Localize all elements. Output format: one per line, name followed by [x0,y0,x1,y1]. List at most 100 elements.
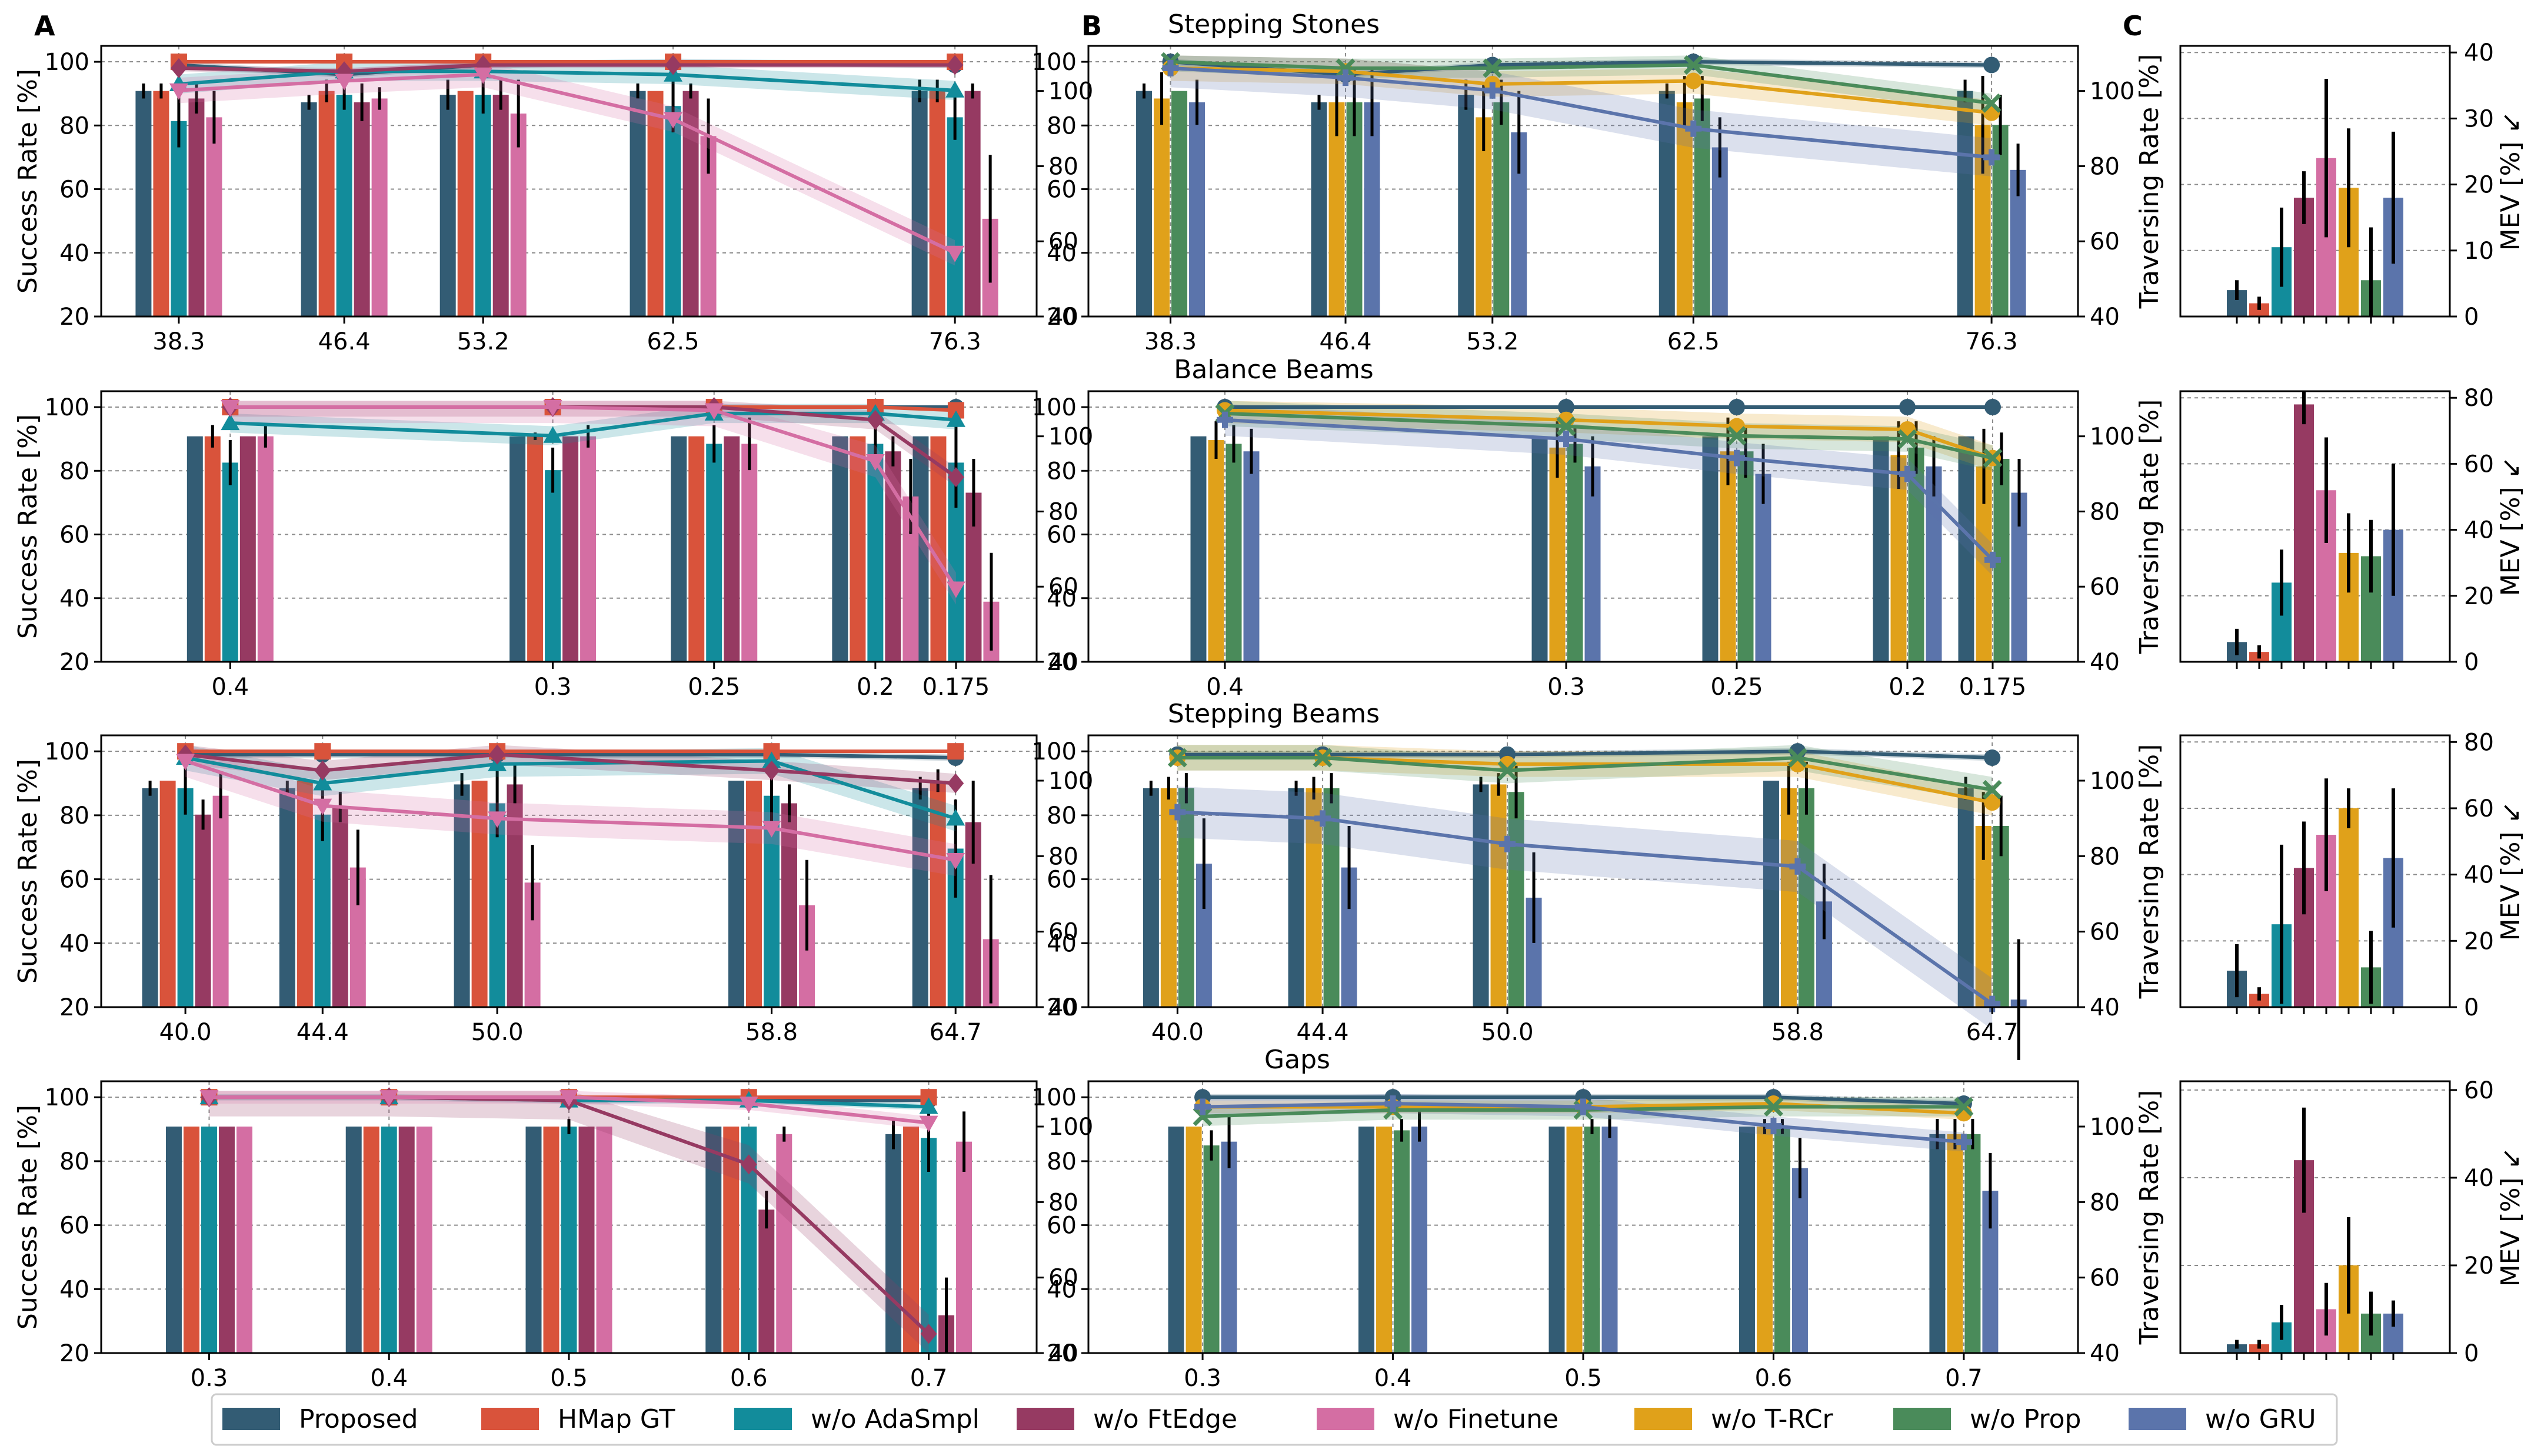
bar-w-o-t-rcr [1720,451,1736,662]
y2-tick-label: 0 [2464,994,2479,1021]
bar-proposed [885,1134,902,1353]
point-w-o-gru [1194,1098,1211,1115]
y-tick-label: 80 [1047,1148,1077,1175]
bar-w-o-gru [1189,102,1205,317]
point-hmap-gt [947,743,964,760]
point-w-o-adasmpl [946,809,965,826]
bar-w-o-gru [1364,102,1380,317]
legend-item-proposed: Proposed [222,1404,418,1434]
bar-w-o-prop [1323,788,1340,1007]
y2-tick-label: 20 [2464,928,2494,955]
x-tick-label: 40.0 [159,1019,212,1046]
y-tick-label: 80 [59,802,89,829]
y-axis-label-traversing: Traversing Rate [%] [2134,744,2164,999]
bar-proposed [345,1127,362,1353]
bar-proposed [630,91,646,316]
axes-frame [2179,1080,2451,1354]
legend-label: w/o Finetune [1393,1404,1558,1434]
bar-w-o-finetune [741,444,758,662]
row-title: Balance Beams [1174,355,1373,385]
axes-frame [1087,390,2079,663]
point-w-o-finetune [488,811,507,828]
bar-proposed [454,784,470,1007]
bar-proposed [1358,1127,1375,1353]
y-axis-label: Success Rate [%] [13,1105,43,1330]
bar-w-o-t-rcr [1756,1127,1773,1353]
x-tick-label: 0.7 [1945,1365,1983,1392]
bar-w-o-finetune [257,436,274,662]
bar-w-o-t-rcr [1490,784,1507,1007]
point-proposed [1983,56,2000,74]
y-tick-label: 80 [59,112,89,139]
legend-label: w/o Prop [1970,1404,2081,1434]
bar-proposed [1702,436,1719,662]
point-w-o-gru [1217,411,1233,428]
bar-w-o-ftedge [188,98,205,316]
bar-w-o-ftedge [578,1127,595,1353]
point-proposed [1558,399,1574,416]
bar-proposed [1739,1127,1755,1353]
bar-proposed [509,436,526,662]
point-w-o-prop [1787,748,1807,768]
bar-w-o-ftedge [724,436,740,662]
legend-swatch [1893,1408,1951,1430]
point-w-o-prop [1313,748,1333,768]
axes-frame [100,390,1038,663]
bar-proposed [912,788,928,1007]
y-tick-label: 40 [1047,585,1077,612]
y-tick-label: 60 [59,522,89,549]
axes-frame [100,734,1038,1008]
point-w-o-prop [1497,761,1517,781]
bar-proposed [1873,436,1889,662]
point-w-o-prop [1727,426,1747,446]
point-w-o-adasmpl [543,426,562,443]
bar-proposed [1143,788,1159,1007]
y-tick-label: 60 [59,867,89,894]
bar-proposed [1311,102,1327,317]
y-tick-label: 60 [1047,867,1077,894]
y2-tick-label: 20 [2464,172,2494,199]
point-w-o-t-rcr [1685,72,1702,89]
legend-item-w-o-prop: w/o Prop [1893,1404,2081,1434]
legend-swatch [222,1408,280,1430]
bar-proposed [439,95,456,317]
band-w-o-gru [1177,786,1993,1030]
y2-tick-label: 80 [2090,843,2120,870]
y-axis-label-mev: MEV [%] ↙ [2496,1148,2526,1287]
bar-hmap-gt [723,1127,740,1353]
bar-w-o-ftedge [218,1127,235,1353]
y2-tick-label: 80 [2090,153,2120,180]
legend-swatch [1017,1408,1074,1430]
bar-proposed [187,436,203,662]
bar-w-o-t-rcr [2339,808,2359,1007]
legend-swatch [734,1408,792,1430]
y-tick-label: 100 [45,49,89,76]
x-tick-label: 0.6 [1755,1365,1793,1392]
axes-frame [2179,734,2451,1008]
bar-hmap-gt [318,91,335,316]
y2-tick-label: 60 [2464,451,2494,478]
bar-proposed [1958,436,1974,662]
point-w-o-finetune [739,1097,758,1114]
point-w-o-gru [1314,810,1331,827]
x-tick-label: 38.3 [152,328,205,355]
band-w-o-gru [1225,404,1993,576]
y-tick-label: 100 [1032,1084,1077,1111]
x-tick-label: 53.2 [1466,328,1518,355]
bar-hmap-gt [688,436,705,662]
x-tick-label: 0.3 [534,674,572,701]
y2-tick-label: 60 [2090,919,2120,946]
point-w-o-t-rcr [1984,794,2001,811]
y2-tick-label: 80 [2464,729,2494,756]
bar-w-o-t-rcr [1185,1127,1202,1353]
point-proposed [1899,399,1916,416]
legend-swatch [2129,1408,2186,1430]
y-axis-label: Success Rate [%] [13,69,43,294]
x-tick-label: 0.4 [1374,1365,1412,1392]
bar-hmap-gt [204,436,221,662]
point-w-o-gru [1765,1118,1782,1135]
point-w-o-ftedge [170,58,187,78]
panel-c-row-3: 0 20 40 60 80 Traversing Rate [%] MEV [%] ↙ [2134,729,2526,1021]
